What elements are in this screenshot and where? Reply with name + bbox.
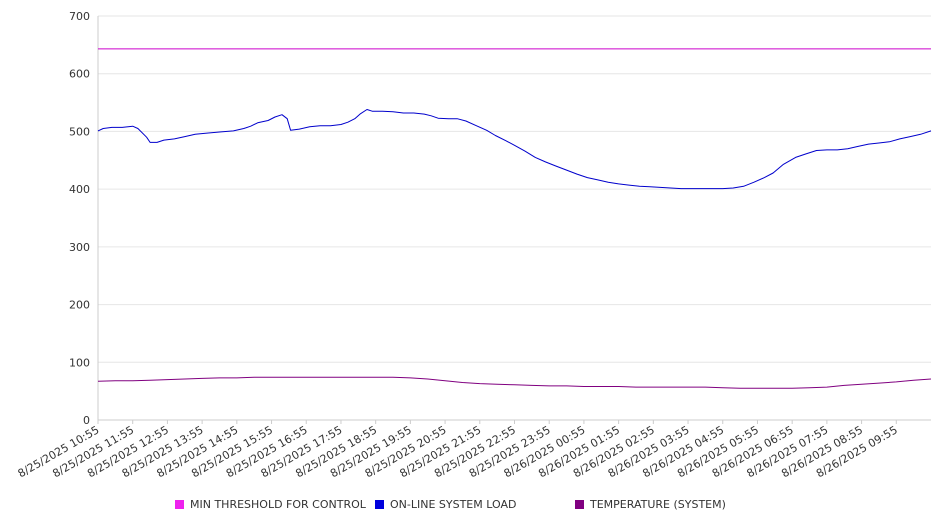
y-axis: 0 100 200 300 400 500 600 700 bbox=[69, 10, 99, 427]
legend-item-min-threshold: MIN THRESHOLD FOR CONTROL bbox=[175, 498, 366, 511]
series-line-2 bbox=[97, 376, 932, 389]
legend-item-temperature: TEMPERATURE (SYSTEM) bbox=[575, 498, 726, 511]
grid-lines bbox=[98, 15, 931, 421]
series-line-1 bbox=[97, 109, 932, 190]
series-group bbox=[97, 48, 932, 389]
legend-label-temperature: TEMPERATURE (SYSTEM) bbox=[590, 498, 726, 511]
y-tick-label: 600 bbox=[69, 68, 90, 81]
legend-swatch-system-load bbox=[375, 500, 384, 509]
legend-label-min-threshold: MIN THRESHOLD FOR CONTROL bbox=[190, 498, 366, 511]
legend-swatch-min-threshold bbox=[175, 500, 184, 509]
y-tick-label: 400 bbox=[69, 183, 90, 196]
legend: MIN THRESHOLD FOR CONTROL ON-LINE SYSTEM… bbox=[0, 498, 946, 514]
y-tick-label: 500 bbox=[69, 125, 90, 138]
legend-item-system-load: ON-LINE SYSTEM LOAD bbox=[375, 498, 516, 511]
y-tick-label: 300 bbox=[69, 241, 90, 254]
x-axis: 8/25/2025 10:558/25/2025 11:558/25/2025 … bbox=[16, 419, 931, 480]
y-tick-label: 200 bbox=[69, 299, 90, 312]
legend-label-system-load: ON-LINE SYSTEM LOAD bbox=[390, 498, 517, 511]
y-tick-label: 0 bbox=[83, 414, 90, 427]
y-tick-label: 700 bbox=[69, 10, 90, 23]
y-tick-label: 100 bbox=[69, 356, 90, 369]
legend-swatch-temperature bbox=[575, 500, 584, 509]
